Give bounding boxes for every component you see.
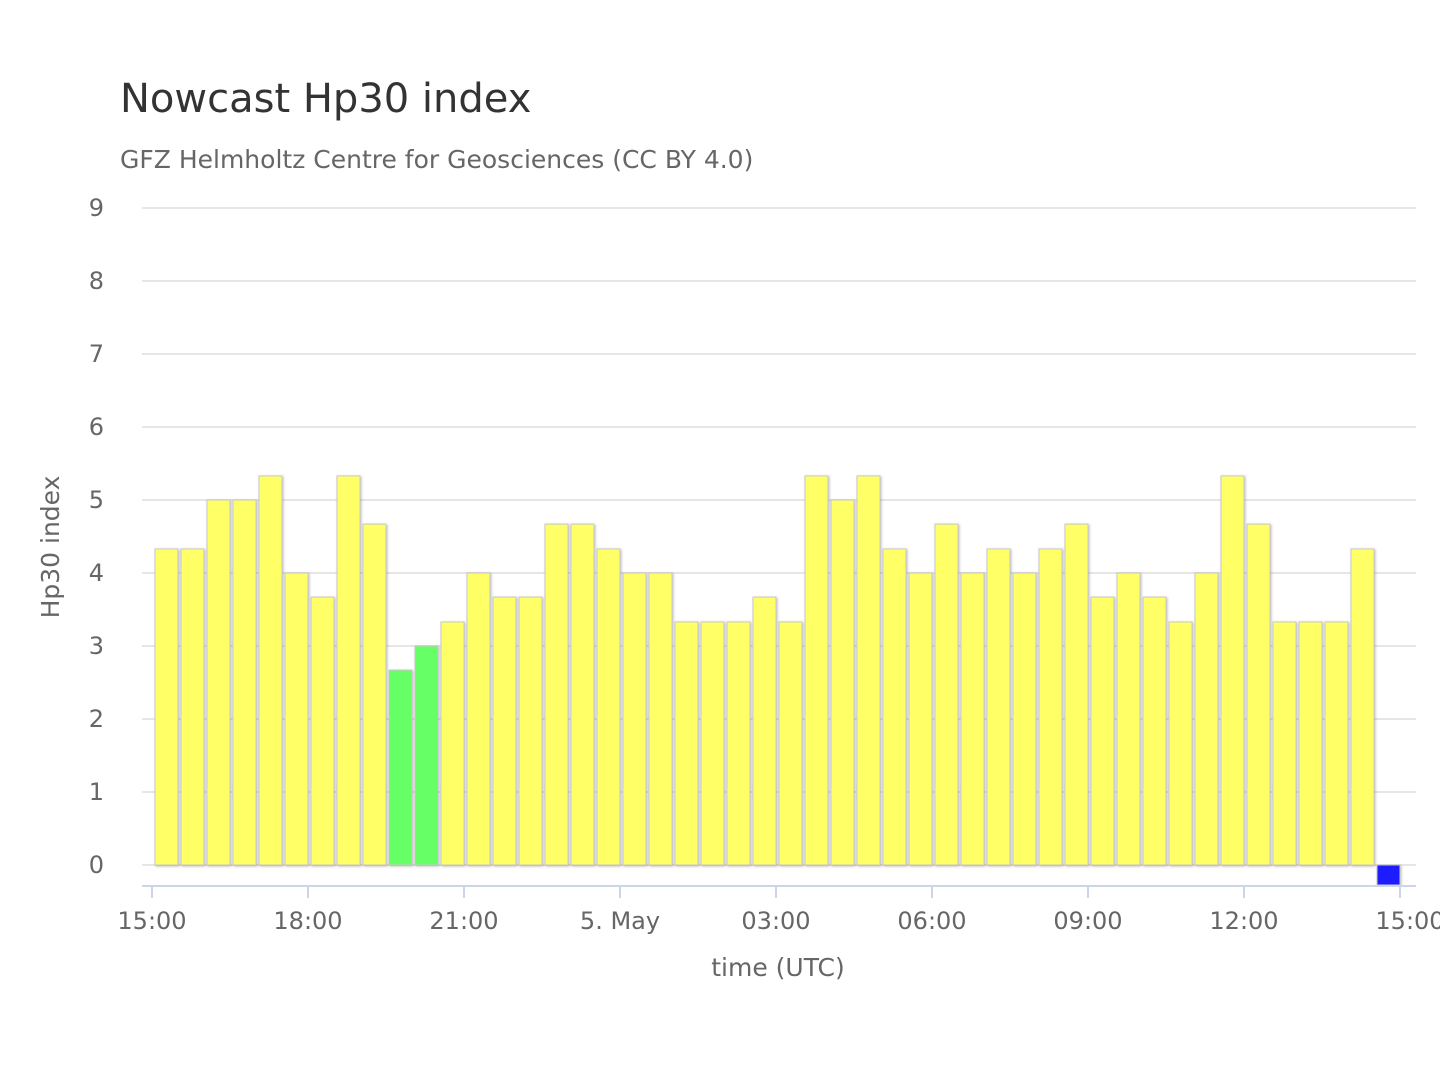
x-tick-label: 12:00 — [1209, 907, 1278, 935]
bar[interactable] — [648, 572, 673, 866]
y-tick-label: 3 — [89, 632, 104, 660]
bar[interactable] — [518, 596, 543, 866]
bar[interactable] — [1298, 621, 1323, 866]
y-tick-label: 0 — [89, 851, 104, 879]
bar[interactable] — [232, 499, 257, 866]
x-tick-label: 5. May — [580, 907, 660, 935]
bar[interactable] — [1038, 548, 1063, 866]
chart-title: Nowcast Hp30 index — [120, 76, 532, 122]
bar[interactable] — [492, 596, 517, 866]
bar[interactable] — [1168, 621, 1193, 866]
bar[interactable] — [804, 475, 829, 866]
bar[interactable] — [934, 523, 959, 866]
bar[interactable] — [544, 523, 569, 866]
bar[interactable] — [1012, 572, 1037, 866]
y-tick-label: 1 — [89, 778, 104, 806]
bar[interactable] — [284, 572, 309, 866]
bar[interactable] — [830, 499, 855, 866]
bar[interactable] — [1246, 523, 1271, 866]
bar[interactable] — [726, 621, 751, 866]
bar[interactable] — [596, 548, 621, 866]
bar[interactable] — [1376, 864, 1401, 886]
bar[interactable] — [310, 596, 335, 866]
x-tick-label: 21:00 — [429, 907, 498, 935]
bar[interactable] — [856, 475, 881, 866]
y-tick-label: 9 — [89, 194, 104, 222]
bar[interactable] — [1272, 621, 1297, 866]
x-tick-label: 06:00 — [897, 907, 966, 935]
bar[interactable] — [908, 572, 933, 866]
x-tick-label: 15:00 — [117, 907, 186, 935]
bar[interactable] — [778, 621, 803, 866]
y-tick-label: 5 — [89, 486, 104, 514]
chart-subtitle: GFZ Helmholtz Centre for Geosciences (CC… — [120, 145, 754, 174]
bar[interactable] — [1064, 523, 1089, 866]
bar[interactable] — [388, 669, 413, 866]
bar[interactable] — [1324, 621, 1349, 866]
bar[interactable] — [674, 621, 699, 866]
bar[interactable] — [440, 621, 465, 866]
bar[interactable] — [206, 499, 231, 866]
y-tick-label: 7 — [89, 340, 104, 368]
bar[interactable] — [362, 523, 387, 866]
bar[interactable] — [1194, 572, 1219, 866]
x-tick-label: 09:00 — [1053, 907, 1122, 935]
y-tick-label: 4 — [89, 559, 104, 587]
bar[interactable] — [258, 475, 283, 866]
y-tick-label: 2 — [89, 705, 104, 733]
bar[interactable] — [986, 548, 1011, 866]
bars — [154, 475, 1401, 886]
x-tick-label: 15:00 — [1375, 907, 1440, 935]
bar[interactable] — [1142, 596, 1167, 866]
bar[interactable] — [1220, 475, 1245, 866]
bar[interactable] — [1350, 548, 1375, 866]
bar[interactable] — [466, 572, 491, 866]
bar[interactable] — [154, 548, 179, 866]
bar[interactable] — [622, 572, 647, 866]
x-axis-ticks: 15:00 18:00 21:00 5. May 03:00 06:00 09:00 12:0… — [117, 886, 1440, 935]
bar[interactable] — [570, 523, 595, 866]
x-axis-title: time (UTC) — [711, 953, 845, 982]
y-tick-label: 6 — [89, 413, 104, 441]
bar[interactable] — [414, 645, 439, 866]
bar[interactable] — [700, 621, 725, 866]
bar[interactable] — [960, 572, 985, 866]
x-tick-label: 18:00 — [273, 907, 342, 935]
bar[interactable] — [1116, 572, 1141, 866]
y-axis-title: Hp30 index — [36, 476, 65, 619]
bar[interactable] — [752, 596, 777, 866]
bar[interactable] — [882, 548, 907, 866]
bar[interactable] — [180, 548, 205, 866]
bar[interactable] — [1090, 596, 1115, 866]
x-tick-label: 03:00 — [741, 907, 810, 935]
y-axis-ticks: 0 1 2 3 4 5 6 7 8 9 — [89, 194, 104, 879]
bar[interactable] — [336, 475, 361, 866]
y-tick-label: 8 — [89, 267, 104, 295]
